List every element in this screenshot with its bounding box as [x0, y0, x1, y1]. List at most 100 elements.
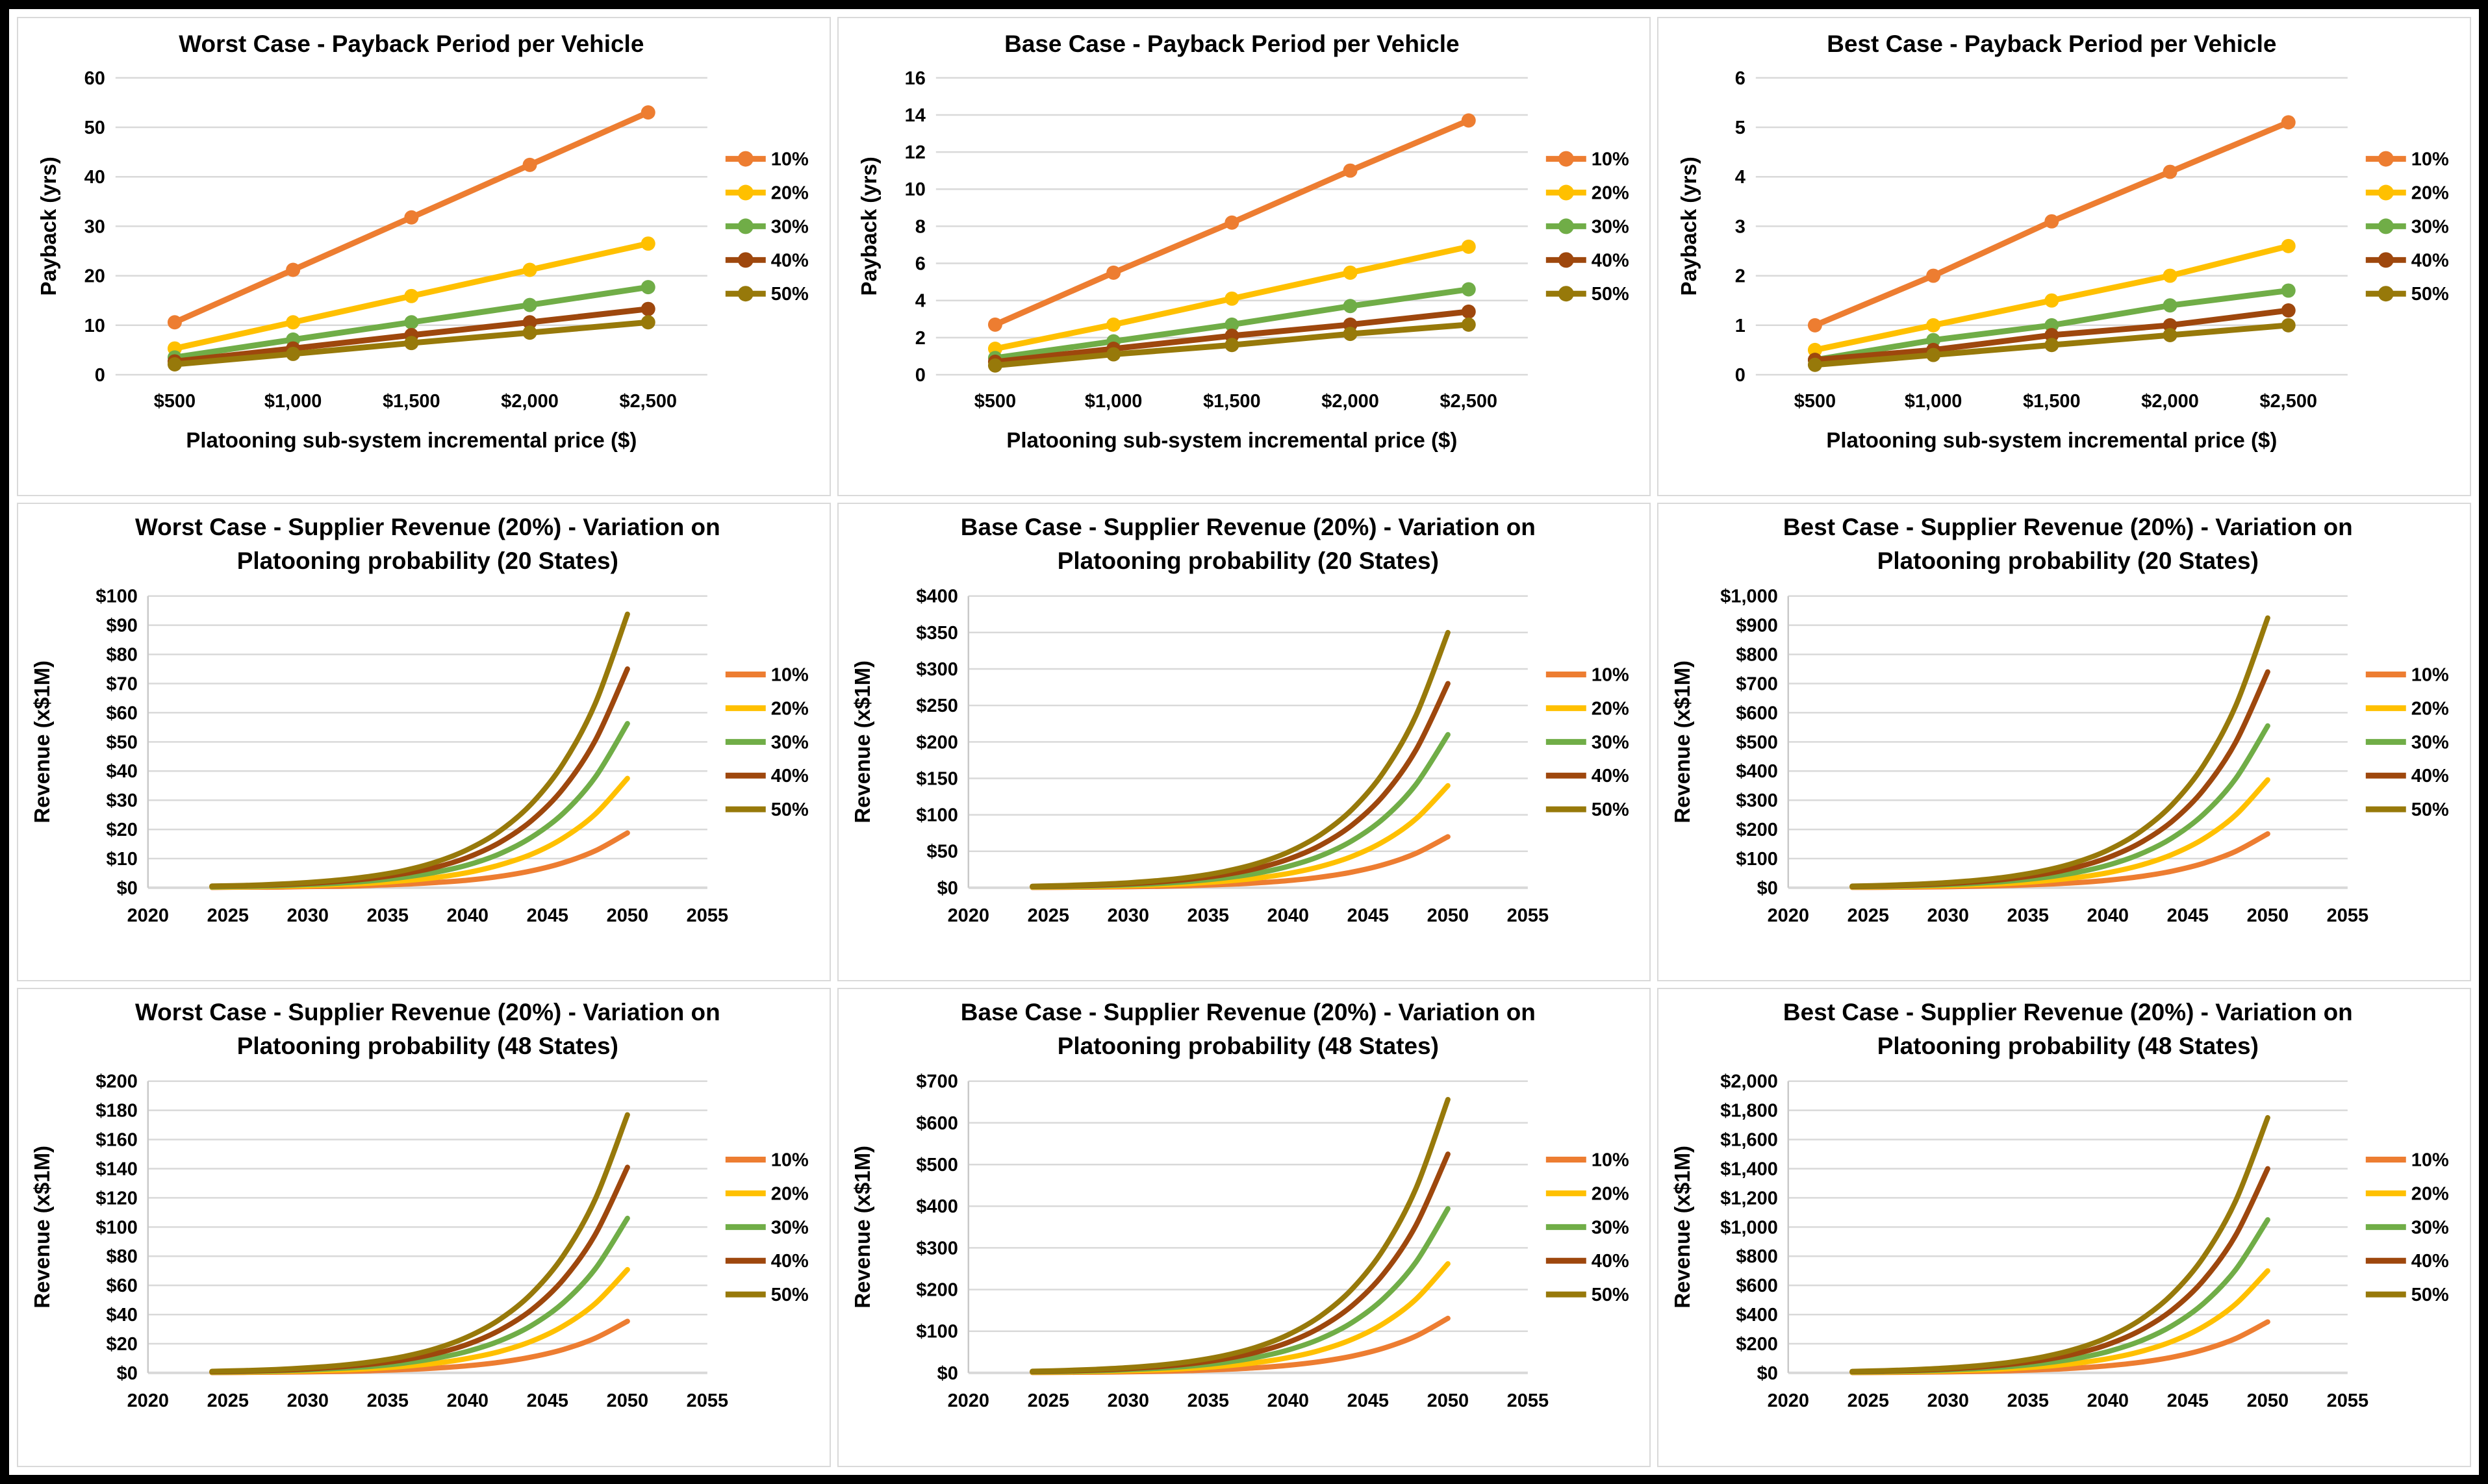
y-tick-label: 8: [915, 216, 925, 237]
legend-item-50%: 50%: [725, 799, 809, 820]
legend-label: 20%: [1591, 698, 1629, 719]
chart-title: Best Case - Supplier Revenue (20%) - Var…: [1783, 999, 2353, 1025]
x-tick-label: $500: [154, 391, 196, 412]
x-tick-label: $1,500: [1203, 391, 1261, 412]
y-tick-label: $200: [916, 1280, 958, 1301]
y-tick-label: $10: [107, 849, 138, 870]
series-marker-40%: [522, 315, 537, 330]
x-tick-label: $2,500: [2260, 391, 2318, 412]
series-marker-20%: [1343, 265, 1358, 280]
series-marker-20%: [1808, 342, 1823, 357]
x-axis-title: Platooning sub-system incremental price …: [1006, 428, 1457, 452]
x-tick-label: 2025: [1027, 1390, 1069, 1411]
y-tick-label: $800: [1736, 1247, 1778, 1268]
x-tick-label: 2035: [367, 1390, 409, 1411]
x-tick-label: 2020: [1768, 905, 1809, 926]
x-tick-label: 2035: [2007, 1390, 2049, 1411]
y-tick-label: $1,800: [1721, 1101, 1779, 1122]
y-tick-label: $400: [1736, 1305, 1778, 1326]
series-marker-20%: [2163, 268, 2177, 283]
y-tick-label: 0: [95, 365, 105, 386]
series-line-40%: [1029, 1151, 1451, 1375]
y-tick-label: 0: [1735, 365, 1745, 386]
y-tick-label: $20: [107, 1334, 138, 1355]
legend-label: 30%: [771, 216, 809, 237]
y-tick-label: 2: [1735, 266, 1745, 287]
legend-label: 30%: [2411, 216, 2449, 237]
y-tick-label: $1,600: [1721, 1130, 1779, 1151]
series-marker-40%: [2281, 303, 2296, 318]
y-tick-label: $600: [1736, 1276, 1778, 1296]
series-line-50%: [1849, 615, 2271, 889]
legend-label: 50%: [1591, 284, 1629, 305]
chart-base-rev-20: $0 $50 $100 $150 $200 $250 $300 $350 $400 2020 202…: [850, 514, 1629, 926]
y-tick-label: $0: [937, 1363, 958, 1384]
chart-panel-best-payback: 0 1 2 3 4 5 6 $500 $1,000 $1,500 $2,000 $2,500 Best …: [1657, 17, 2471, 496]
chart-title: Base Case - Payback Period per Vehicle: [1004, 31, 1459, 57]
x-tick-label: 2055: [687, 1390, 728, 1411]
y-tick-label: $900: [1736, 615, 1778, 636]
x-tick-label: 2020: [947, 905, 989, 926]
x-tick-label: 2050: [607, 1390, 648, 1411]
legend-item-20%: 20%: [1545, 1184, 1629, 1205]
series-marker-10%: [1106, 265, 1121, 280]
legend-marker-swatch: [737, 218, 754, 234]
y-tick-label: $60: [107, 1276, 138, 1296]
y-tick-label: $30: [107, 790, 138, 811]
chart-title: Platooning probability (48 States): [237, 1033, 618, 1059]
y-axis-title: Payback (yrs): [36, 157, 60, 296]
series-marker-50%: [167, 357, 182, 372]
series-marker-30%: [2044, 318, 2059, 333]
legend-label: 20%: [771, 182, 809, 203]
chart-title: Worst Case - Supplier Revenue (20%) - Va…: [135, 514, 720, 540]
series-line-40%: [1849, 669, 2271, 889]
series-marker-20%: [404, 288, 419, 303]
chart-title: Base Case - Supplier Revenue (20%) - Var…: [960, 999, 1535, 1025]
legend-label: 10%: [771, 1150, 809, 1171]
series-line-40%: [209, 666, 630, 889]
x-tick-label: 2035: [2007, 905, 2049, 926]
legend-item-20%: 20%: [1545, 698, 1629, 719]
legend-item-10%: 10%: [725, 149, 809, 170]
y-tick-label: $100: [916, 805, 958, 825]
legend-marker-swatch: [737, 286, 754, 302]
legend-label: 40%: [1591, 250, 1629, 271]
series-marker-20%: [2044, 293, 2059, 308]
legend-marker-swatch: [737, 252, 754, 268]
y-tick-label: 1: [1735, 316, 1745, 336]
x-tick-label: $500: [1794, 391, 1836, 412]
legend-label: 50%: [1591, 799, 1629, 820]
legend-item-50%: 50%: [2366, 1285, 2449, 1305]
series-marker-30%: [1225, 317, 1239, 332]
series-marker-10%: [2281, 115, 2296, 130]
y-tick-label: $200: [95, 1072, 137, 1092]
legend-item-20%: 20%: [1545, 182, 1629, 203]
series-marker-20%: [1461, 239, 1476, 254]
legend-item-40%: 40%: [2366, 766, 2449, 786]
legend-item-30%: 30%: [1545, 732, 1629, 753]
y-tick-label: $40: [107, 761, 138, 782]
y-tick-label: $500: [916, 1155, 958, 1176]
y-tick-label: $1,400: [1721, 1159, 1779, 1180]
series-marker-50%: [1808, 357, 1823, 372]
legend-item-10%: 10%: [725, 1150, 809, 1171]
series-marker-10%: [522, 157, 537, 172]
legend-label: 20%: [771, 1184, 809, 1205]
legend-item-30%: 30%: [1545, 216, 1629, 237]
y-tick-label: 0: [915, 365, 925, 386]
legend-item-20%: 20%: [725, 698, 809, 719]
y-tick-label: $1,000: [1721, 1218, 1779, 1239]
legend-label: 30%: [771, 732, 809, 753]
series-marker-50%: [1225, 338, 1239, 353]
x-tick-label: 2030: [287, 905, 329, 926]
x-tick-label: $2,000: [501, 391, 559, 412]
legend-marker-swatch: [2378, 218, 2394, 234]
y-tick-label: $80: [107, 644, 138, 665]
x-tick-label: 2050: [1427, 1390, 1468, 1411]
legend-marker-swatch: [737, 184, 754, 201]
chart-title: Base Case - Supplier Revenue (20%) - Var…: [960, 514, 1535, 540]
x-axis-title: Platooning sub-system incremental price …: [186, 428, 637, 452]
legend-item-20%: 20%: [2366, 182, 2449, 203]
series-line-50%: [1029, 1097, 1451, 1374]
legend-label: 40%: [771, 1251, 809, 1272]
